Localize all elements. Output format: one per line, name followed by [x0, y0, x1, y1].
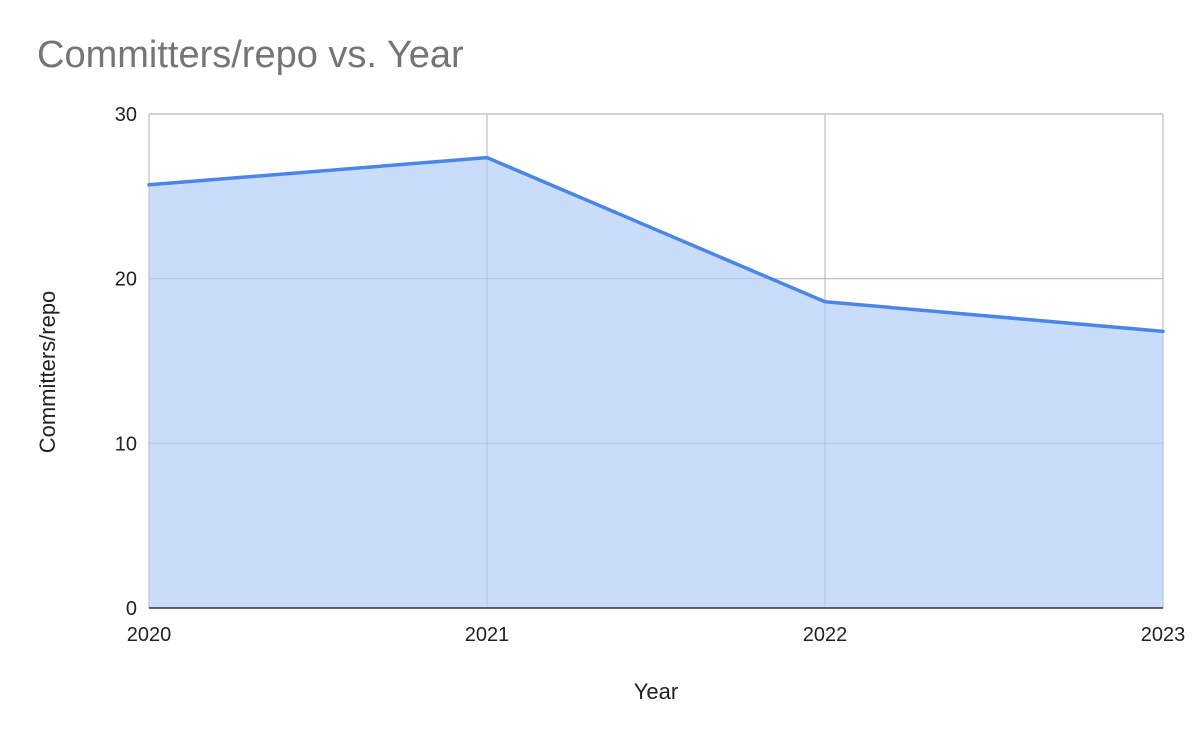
- y-tick-label-10: 10: [115, 433, 137, 455]
- x-tick-label-2022: 2022: [803, 624, 848, 646]
- y-tick-label-0: 0: [126, 598, 137, 620]
- y-axis-label: Committers/repo: [35, 291, 60, 454]
- chart-title: Committers/repo vs. Year: [37, 34, 464, 76]
- y-tick-label-30: 30: [115, 104, 137, 126]
- x-tick-label-2023: 2023: [1141, 624, 1186, 646]
- series-line: [147, 155, 1165, 334]
- x-axis-label: Year: [634, 679, 678, 704]
- x-tick-label-2021: 2021: [465, 624, 510, 646]
- series-committers-per-repo: [147, 113, 1165, 609]
- y-tick-label-20: 20: [115, 269, 137, 291]
- tick-labels: 0 10 20 30 2020 2021 2022 2023: [115, 104, 1186, 646]
- x-tick-label-2020: 2020: [127, 624, 172, 646]
- series-area-fill: [149, 157, 1163, 609]
